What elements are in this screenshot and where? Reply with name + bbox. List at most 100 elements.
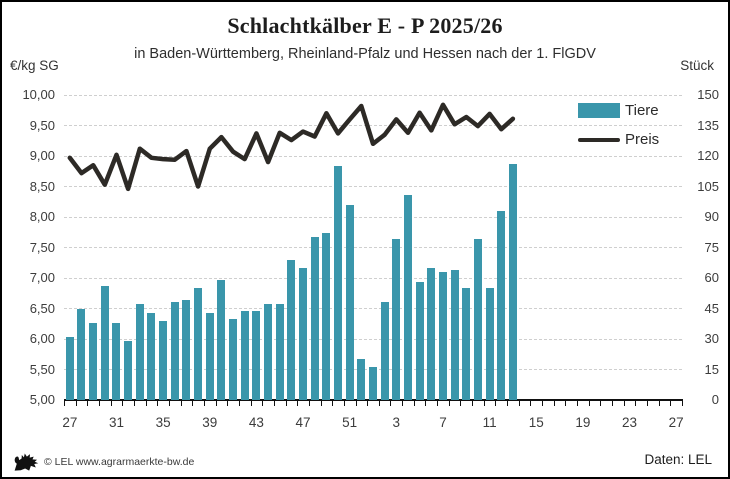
right-axis-unit-label: Stück <box>680 58 714 73</box>
x-axis-tick <box>600 401 602 406</box>
x-axis-tick <box>157 401 159 406</box>
bar-week-4 <box>403 194 412 400</box>
bar-week-32 <box>124 341 133 400</box>
x-axis-tick <box>658 401 660 406</box>
left-axis-tick-label: 5,00 <box>29 392 55 407</box>
left-axis-tick-label: 5,50 <box>29 361 55 377</box>
right-axis-tick-label: 30 <box>704 331 719 346</box>
right-axis-tick-label: 135 <box>697 117 719 133</box>
bar-week-33 <box>135 304 144 400</box>
left-axis-tick-label: 10,00 <box>22 87 55 102</box>
x-axis-tick <box>425 401 427 406</box>
x-axis-tick <box>203 401 205 406</box>
right-axis-tick-label: 90 <box>704 209 719 224</box>
bar-week-37 <box>182 300 191 400</box>
left-axis-tick-label: 7,50 <box>29 239 55 255</box>
bar-week-50 <box>334 166 343 400</box>
x-axis-tick <box>565 401 567 406</box>
gridline <box>64 247 682 248</box>
footer-data-source: Daten: LEL <box>644 452 712 467</box>
x-axis-tick <box>472 401 474 406</box>
bar-week-47 <box>299 267 308 400</box>
preis-line-path <box>67 102 516 192</box>
bar-week-30 <box>100 286 109 400</box>
chart-subtitle: in Baden-Württemberg, Rheinland-Pfalz un… <box>134 46 596 62</box>
x-axis-tick <box>133 401 135 406</box>
x-axis-tick <box>448 401 450 406</box>
x-axis-tick <box>262 401 264 406</box>
x-axis-tick <box>635 401 637 406</box>
bar-week-40 <box>217 280 226 400</box>
x-axis-week-label: 43 <box>248 415 264 430</box>
bar-week-34 <box>147 312 156 400</box>
x-axis-tick <box>332 401 334 406</box>
bar-week-42 <box>240 310 249 400</box>
x-axis-week-label: 39 <box>202 415 218 430</box>
x-axis-tick <box>402 401 404 406</box>
bar-week-48 <box>310 237 319 400</box>
x-axis-tick <box>437 401 439 406</box>
x-axis-week-label: 15 <box>528 415 544 430</box>
bar-week-51 <box>345 204 354 400</box>
x-axis-tick <box>670 401 672 406</box>
bar-week-41 <box>229 318 238 400</box>
bar-week-44 <box>264 304 273 400</box>
chart-title: Schlachtkälber E - P 2025/26 <box>227 13 503 38</box>
x-axis-tick <box>168 401 170 406</box>
x-axis-week-label: 51 <box>342 415 358 430</box>
left-axis-tick-label: 9,50 <box>29 117 55 133</box>
bar-week-35 <box>159 320 168 400</box>
x-axis-week-label: 27 <box>62 415 78 430</box>
x-axis-tick <box>647 401 649 406</box>
x-axis-week-label: 27 <box>668 415 684 430</box>
x-axis-tick <box>297 401 299 406</box>
bar-week-28 <box>77 308 86 400</box>
gridline <box>64 186 682 187</box>
right-axis-tick-label: 60 <box>704 270 719 285</box>
x-axis-tick <box>98 401 100 406</box>
bar-week-12 <box>497 210 506 400</box>
x-axis-tick <box>612 401 614 406</box>
x-axis-tick <box>518 401 520 406</box>
gridline <box>64 125 682 126</box>
bar-week-3 <box>392 239 401 400</box>
left-axis-unit-label: €/kg SG <box>10 58 59 73</box>
x-axis-tick <box>273 401 275 406</box>
x-axis-tick <box>483 401 485 406</box>
x-axis-line <box>64 399 683 401</box>
x-axis-tick <box>192 401 194 406</box>
right-axis-tick-label: 150 <box>697 87 719 102</box>
x-axis-week-label: 7 <box>439 415 447 430</box>
left-axis-tick-label: 8,00 <box>29 209 55 224</box>
x-axis-tick <box>507 401 509 406</box>
bar-week-46 <box>287 259 296 400</box>
left-axis-tick-label: 9,00 <box>29 148 55 163</box>
x-axis-tick <box>530 401 532 406</box>
bar-week-39 <box>205 312 214 400</box>
bar-week-10 <box>473 239 482 400</box>
bar-week-6 <box>427 267 436 400</box>
bar-week-1 <box>369 367 377 400</box>
x-axis-week-label: 35 <box>155 415 171 430</box>
bar-week-7 <box>438 271 447 400</box>
bar-week-11 <box>485 288 494 400</box>
gridline <box>64 155 682 157</box>
x-axis-tick <box>285 401 287 406</box>
x-axis-tick <box>320 401 322 406</box>
bar-week-5 <box>415 282 424 400</box>
gridline <box>64 338 682 340</box>
gridline <box>64 94 682 96</box>
bar-week-8 <box>450 269 459 400</box>
x-axis-tick <box>495 401 497 406</box>
x-axis-tick <box>542 401 544 406</box>
right-axis-tick-label: 75 <box>704 239 719 255</box>
bar-week-52 <box>357 359 366 400</box>
x-axis-tick <box>588 401 590 406</box>
bar-week-2 <box>380 302 389 400</box>
bar-week-27 <box>65 336 74 400</box>
right-axis-tick-label: 105 <box>697 178 719 194</box>
x-axis-tick <box>355 401 357 406</box>
x-axis-tick <box>215 401 217 406</box>
x-axis-tick <box>308 401 310 406</box>
gridline <box>64 216 682 218</box>
